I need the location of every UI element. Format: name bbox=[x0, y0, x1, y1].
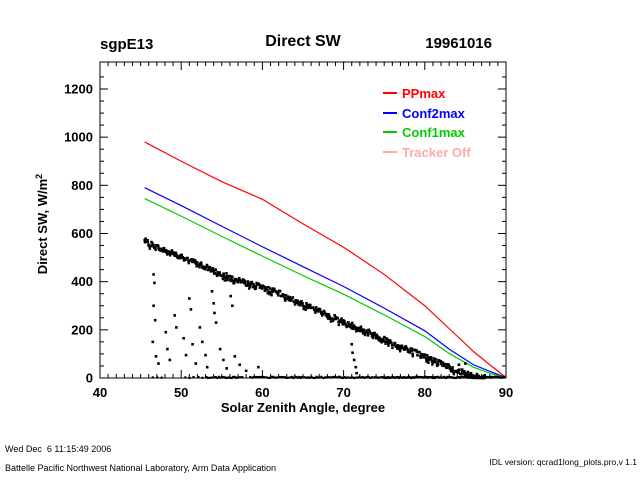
x-tick-label: 50 bbox=[174, 385, 188, 400]
x-tick-label: 70 bbox=[336, 385, 350, 400]
y-tick-label: 600 bbox=[71, 226, 93, 241]
footer-version-info: IDL version: qcrad1long_plots.pro,v 1.1 … bbox=[435, 442, 637, 480]
site-label: sgpE13 bbox=[100, 36, 154, 53]
y-tick-label: 0 bbox=[86, 371, 93, 386]
x-tick-label: 60 bbox=[255, 385, 269, 400]
plot-title: Direct SW bbox=[265, 33, 341, 50]
conf1max-line-swatch bbox=[383, 131, 397, 133]
footer-timestamp: Wed Dec 6 11:15:49 2006 bbox=[5, 444, 112, 454]
legend-label-conf1max: Conf1max bbox=[402, 124, 465, 140]
tracker-off-line-swatch bbox=[383, 151, 397, 153]
x-axis-title: Solar Zenith Angle, degree bbox=[220, 400, 386, 415]
series-PPmax bbox=[144, 141, 507, 378]
legend-label-conf2max: Conf2max bbox=[402, 105, 465, 121]
legend-label-ppmax: PPmax bbox=[402, 85, 446, 101]
tick-labels: 40 50 60 70 80 90 0 200 400 600 800 1000 1200 bbox=[64, 81, 513, 400]
x-tick-label: 90 bbox=[499, 385, 513, 400]
conf2max-line-swatch bbox=[383, 112, 397, 114]
footer-idl-version: IDL version: qcrad1long_plots.pro,v 1.1 bbox=[489, 457, 637, 467]
y-tick-label: 1000 bbox=[64, 130, 93, 145]
y-tick-label: 1200 bbox=[64, 81, 93, 96]
series-Conf2max bbox=[144, 187, 507, 379]
y-tick-label: 400 bbox=[71, 274, 93, 289]
footer-lab-credit: Battelle Pacific Northwest National Labo… bbox=[5, 463, 276, 473]
y-tick-label: 200 bbox=[71, 322, 93, 337]
x-tick-label: 80 bbox=[418, 385, 432, 400]
series-measured bbox=[143, 237, 506, 380]
ppmax-line-swatch bbox=[383, 92, 397, 94]
legend-item-conf1max: Conf1max bbox=[383, 124, 465, 140]
y-axis-title-sup: 2 bbox=[33, 173, 44, 179]
legend-item-ppmax: PPmax bbox=[383, 85, 446, 101]
x-tick-label: 40 bbox=[93, 385, 107, 400]
y-tick-label: 800 bbox=[71, 178, 93, 193]
legend-label-tracker-off: Tracker Off bbox=[402, 144, 471, 160]
y-axis-title-text: Direct SW, W/m bbox=[35, 178, 51, 275]
axis-ticks bbox=[99, 62, 507, 379]
legend-item-conf2max: Conf2max bbox=[383, 105, 465, 121]
legend-item-tracker-off: Tracker Off bbox=[383, 144, 471, 160]
y-axis-title: Direct SW, W/m2 bbox=[34, 174, 50, 274]
series-Conf1max bbox=[144, 198, 507, 379]
date-label: 19961016 bbox=[425, 35, 492, 52]
